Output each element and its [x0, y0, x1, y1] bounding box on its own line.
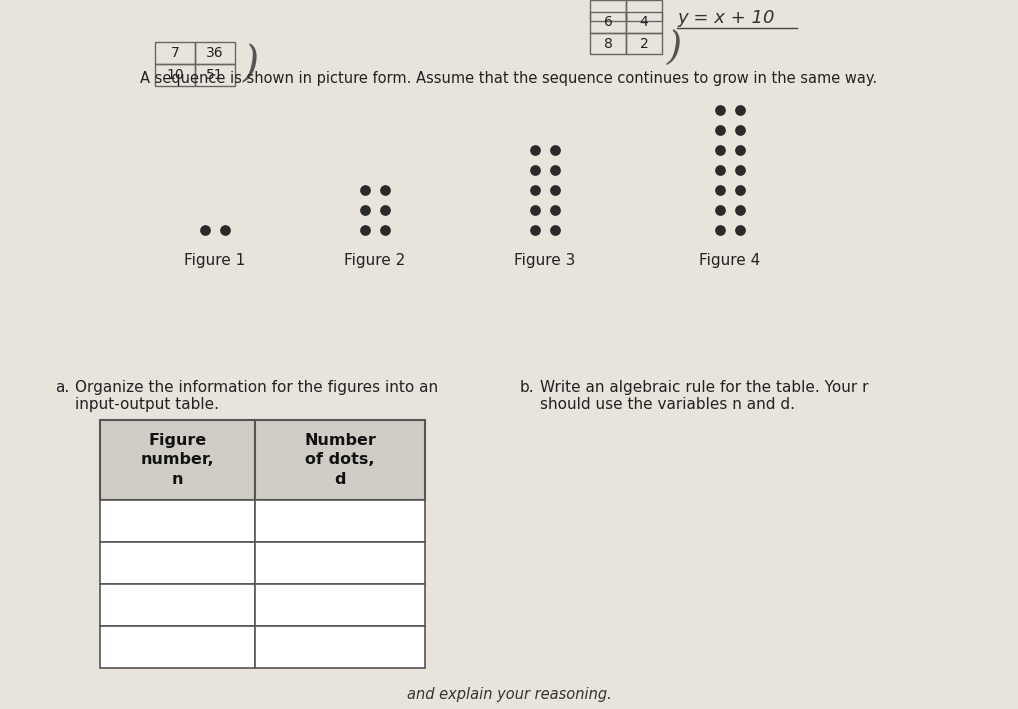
Bar	[100, 500, 254, 542]
Bar	[626, 33, 662, 54]
Point	[377, 184, 393, 196]
Bar	[590, 33, 626, 54]
Point	[547, 164, 563, 176]
Bar	[100, 542, 254, 584]
Bar	[254, 584, 425, 626]
Point	[732, 104, 748, 116]
Bar	[590, 0, 626, 21]
Point	[547, 145, 563, 156]
Point	[732, 224, 748, 235]
Bar	[195, 64, 235, 86]
Bar	[100, 584, 254, 626]
Text: Figure 2: Figure 2	[344, 252, 405, 267]
Point	[732, 184, 748, 196]
Point	[377, 204, 393, 216]
Text: b.: b.	[520, 380, 534, 395]
Text: Figure
number,
n: Figure number, n	[140, 432, 215, 487]
Text: 51: 51	[207, 68, 224, 82]
Text: Figure 3: Figure 3	[514, 252, 576, 267]
Bar	[195, 42, 235, 64]
Point	[732, 145, 748, 156]
Point	[732, 164, 748, 176]
Text: 10: 10	[166, 68, 184, 82]
Text: and explain your reasoning.: and explain your reasoning.	[406, 688, 612, 703]
Point	[547, 224, 563, 235]
Text: 36: 36	[207, 46, 224, 60]
Point	[527, 184, 544, 196]
Text: 7: 7	[171, 46, 179, 60]
Text: 6: 6	[604, 16, 613, 30]
Point	[712, 224, 728, 235]
Text: 4: 4	[639, 16, 648, 30]
Text: Figure 1: Figure 1	[184, 252, 245, 267]
Text: Write an algebraic rule for the table. Your r
should use the variables n and d.: Write an algebraic rule for the table. Y…	[540, 380, 868, 413]
Point	[712, 145, 728, 156]
Text: Figure 4: Figure 4	[699, 252, 760, 267]
Point	[357, 204, 374, 216]
Bar	[254, 542, 425, 584]
Text: ): )	[243, 43, 260, 85]
Bar	[626, 12, 662, 33]
Point	[712, 184, 728, 196]
Point	[357, 224, 374, 235]
Point	[527, 204, 544, 216]
Bar	[254, 626, 425, 668]
Point	[712, 204, 728, 216]
Text: ): )	[667, 31, 682, 68]
Text: a.: a.	[55, 380, 69, 395]
Text: Number
of dots,
d: Number of dots, d	[304, 432, 376, 487]
Bar	[590, 12, 626, 33]
Point	[527, 224, 544, 235]
Point	[357, 184, 374, 196]
Text: 2: 2	[639, 36, 648, 50]
Bar	[155, 64, 195, 86]
Point	[217, 224, 233, 235]
Point	[377, 224, 393, 235]
Point	[196, 224, 213, 235]
Point	[547, 204, 563, 216]
Bar	[626, 0, 662, 21]
Point	[712, 124, 728, 135]
Bar	[254, 500, 425, 542]
Text: A sequence is shown in picture form. Assume that the sequence continues to grow : A sequence is shown in picture form. Ass…	[140, 70, 878, 86]
Bar	[100, 420, 254, 500]
Point	[712, 104, 728, 116]
Point	[527, 145, 544, 156]
Point	[732, 124, 748, 135]
Point	[732, 204, 748, 216]
Text: y = x + 10: y = x + 10	[677, 9, 775, 27]
Bar	[100, 626, 254, 668]
Point	[712, 164, 728, 176]
Text: 8: 8	[604, 36, 613, 50]
Bar	[155, 42, 195, 64]
Text: Organize the information for the figures into an
input-output table.: Organize the information for the figures…	[75, 380, 438, 413]
Bar	[254, 420, 425, 500]
Point	[547, 184, 563, 196]
Point	[527, 164, 544, 176]
